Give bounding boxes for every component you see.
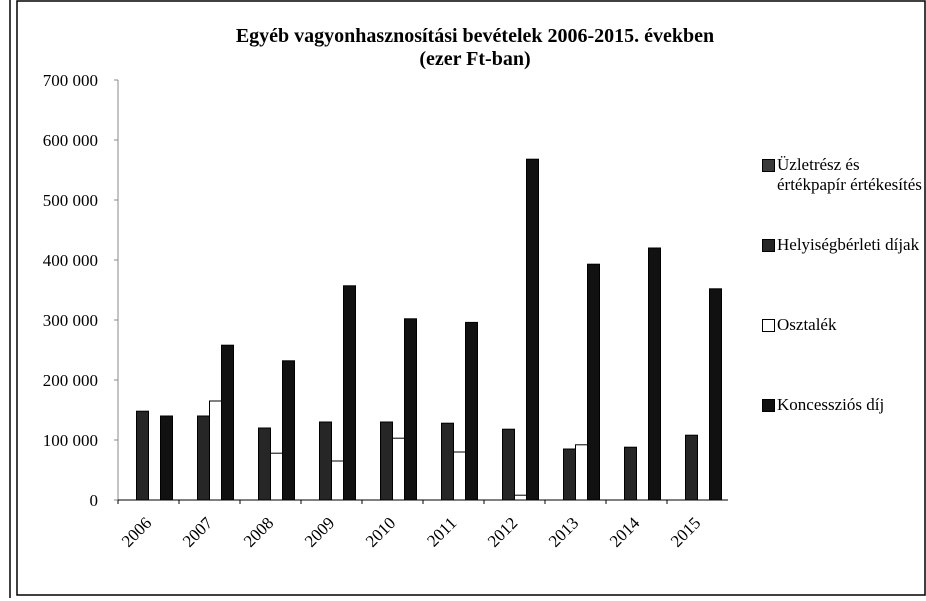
chart-subtitle: (ezer Ft-ban) [419, 48, 530, 70]
y-tick-label: 600 000 [43, 131, 98, 150]
x-tick-label: 2007 [179, 513, 217, 551]
bar [575, 444, 588, 501]
y-tick-label: 700 000 [43, 71, 98, 90]
legend-item: Üzletrész és értékpapír értékesítés [762, 155, 922, 195]
bar [441, 422, 454, 501]
bar [209, 400, 222, 501]
legend-swatch [762, 319, 775, 332]
y-tick-label: 0 [90, 491, 99, 510]
y-tick-label: 300 000 [43, 311, 98, 330]
legend-item: Helyiségbérleti díjak [762, 235, 922, 255]
bar [343, 285, 356, 501]
legend-item: Osztalék [762, 315, 922, 335]
x-tick-label: 2010 [362, 513, 399, 550]
bar [709, 288, 722, 501]
bar [160, 415, 173, 501]
bar [258, 427, 271, 501]
bar [404, 318, 417, 501]
bar [270, 452, 283, 501]
bar [563, 448, 576, 501]
x-tick-label: 2009 [301, 513, 338, 550]
x-tick-label: 2008 [240, 513, 277, 550]
legend-swatch [762, 159, 775, 172]
y-tick-label: 500 000 [43, 191, 98, 210]
bar [380, 421, 393, 501]
bar [526, 158, 539, 501]
x-tick-label: 2006 [118, 513, 155, 550]
bar [136, 410, 149, 501]
legend-label: Helyiségbérleti díjak [777, 235, 920, 254]
bar [221, 344, 234, 501]
bar [282, 360, 295, 501]
bar [331, 460, 344, 501]
frame [16, 0, 926, 596]
x-tick-label: 2015 [667, 513, 704, 550]
x-tick-label: 2011 [423, 513, 460, 550]
x-tick-label: 2014 [606, 513, 644, 551]
bar [319, 421, 332, 501]
chart-title: Egyéb vagyonhasznosítási bevételek 2006-… [236, 25, 714, 47]
x-tick-label: 2012 [484, 513, 521, 550]
legend-label: Üzletrész és értékpapír értékesítés [777, 155, 922, 194]
bar [465, 321, 478, 501]
bar [648, 247, 661, 501]
bar [453, 451, 466, 501]
legend-label: Koncessziós díj [777, 395, 885, 414]
bar [685, 434, 698, 501]
bar [502, 428, 515, 501]
legend-swatch [762, 399, 775, 412]
bar [624, 446, 637, 501]
y-tick-label: 200 000 [43, 371, 98, 390]
legend-label: Osztalék [777, 315, 837, 334]
y-tick-label: 400 000 [43, 251, 98, 270]
y-tick-label: 100 000 [43, 431, 98, 450]
x-tick-label: 2013 [545, 513, 582, 550]
legend-item: Koncessziós díj [762, 395, 922, 415]
bar [197, 415, 210, 501]
legend-swatch [762, 239, 775, 252]
bar [514, 494, 527, 501]
bar [587, 263, 600, 501]
bar [392, 437, 405, 501]
